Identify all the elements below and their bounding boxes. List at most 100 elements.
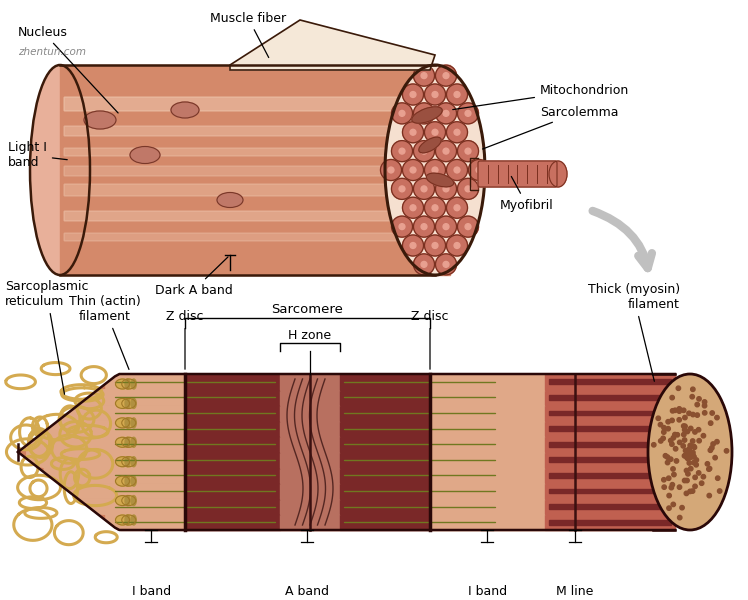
Bar (344, 504, 426, 509)
Circle shape (675, 433, 679, 437)
Text: Z disc: Z disc (166, 310, 203, 369)
Circle shape (435, 103, 456, 124)
Text: Dark A band: Dark A band (155, 257, 233, 296)
Polygon shape (545, 374, 675, 389)
Ellipse shape (125, 379, 130, 389)
Circle shape (682, 438, 687, 442)
Bar (549, 488, 671, 493)
Bar (344, 520, 426, 524)
Circle shape (682, 428, 687, 432)
Circle shape (447, 197, 468, 218)
Circle shape (715, 440, 719, 444)
Circle shape (669, 439, 673, 443)
Circle shape (705, 461, 710, 466)
Polygon shape (430, 436, 545, 452)
Circle shape (425, 235, 446, 256)
Polygon shape (230, 20, 435, 70)
Circle shape (447, 235, 468, 256)
Circle shape (680, 505, 684, 510)
Ellipse shape (115, 457, 129, 467)
Circle shape (391, 140, 412, 161)
FancyBboxPatch shape (64, 148, 436, 156)
Circle shape (671, 502, 675, 506)
Polygon shape (79, 389, 185, 405)
Circle shape (685, 478, 689, 483)
Circle shape (689, 452, 693, 456)
Circle shape (663, 454, 668, 458)
Circle shape (684, 491, 689, 496)
Circle shape (414, 103, 435, 124)
Ellipse shape (122, 476, 135, 486)
Circle shape (692, 444, 696, 449)
Circle shape (710, 411, 714, 415)
Circle shape (454, 92, 460, 97)
Bar (189, 442, 276, 446)
Polygon shape (430, 389, 545, 405)
Ellipse shape (115, 437, 129, 447)
Polygon shape (280, 374, 340, 389)
Circle shape (447, 122, 468, 143)
Text: Thin (actin)
filament: Thin (actin) filament (69, 295, 141, 370)
Circle shape (443, 262, 449, 268)
Text: M line: M line (557, 585, 594, 598)
Text: Muscle fiber: Muscle fiber (210, 11, 286, 58)
Circle shape (666, 476, 671, 481)
Circle shape (671, 467, 675, 471)
Text: I band: I band (132, 585, 171, 598)
Polygon shape (280, 499, 340, 514)
Polygon shape (340, 405, 430, 421)
Circle shape (435, 65, 456, 86)
Bar (189, 426, 276, 431)
Circle shape (465, 224, 471, 230)
Ellipse shape (412, 107, 442, 123)
Circle shape (391, 103, 412, 124)
Ellipse shape (419, 137, 441, 153)
FancyBboxPatch shape (478, 161, 557, 187)
Bar (189, 473, 276, 478)
Circle shape (692, 455, 696, 459)
Circle shape (454, 130, 460, 135)
Ellipse shape (131, 496, 136, 506)
Circle shape (666, 419, 670, 424)
Circle shape (399, 186, 405, 192)
Circle shape (432, 205, 438, 211)
Polygon shape (185, 499, 280, 514)
Polygon shape (280, 514, 340, 530)
Circle shape (656, 416, 660, 421)
Bar (344, 395, 426, 400)
Polygon shape (280, 452, 340, 467)
Circle shape (673, 408, 677, 412)
Circle shape (447, 84, 468, 105)
Circle shape (686, 448, 690, 452)
Circle shape (670, 482, 675, 487)
Polygon shape (430, 483, 545, 499)
Polygon shape (185, 421, 280, 436)
Circle shape (421, 148, 427, 154)
Circle shape (410, 242, 416, 248)
Circle shape (690, 451, 695, 455)
Circle shape (410, 167, 416, 173)
Text: zhentun.com: zhentun.com (18, 47, 86, 57)
Polygon shape (545, 436, 675, 452)
FancyBboxPatch shape (64, 184, 436, 196)
Circle shape (662, 485, 666, 490)
Text: I band: I band (468, 585, 507, 598)
Circle shape (465, 186, 471, 192)
Circle shape (402, 197, 423, 218)
Text: A band: A band (286, 585, 330, 598)
Circle shape (678, 515, 682, 520)
Ellipse shape (125, 437, 130, 447)
Circle shape (716, 476, 720, 481)
Polygon shape (280, 405, 340, 421)
Circle shape (670, 409, 675, 413)
Circle shape (693, 475, 697, 479)
Circle shape (421, 110, 427, 116)
Circle shape (694, 463, 699, 467)
Text: Mitochondrion: Mitochondrion (453, 83, 629, 110)
Bar (549, 426, 671, 431)
Polygon shape (430, 421, 545, 436)
Circle shape (443, 224, 449, 230)
Ellipse shape (115, 418, 129, 428)
Bar (189, 395, 276, 400)
Circle shape (694, 458, 699, 462)
